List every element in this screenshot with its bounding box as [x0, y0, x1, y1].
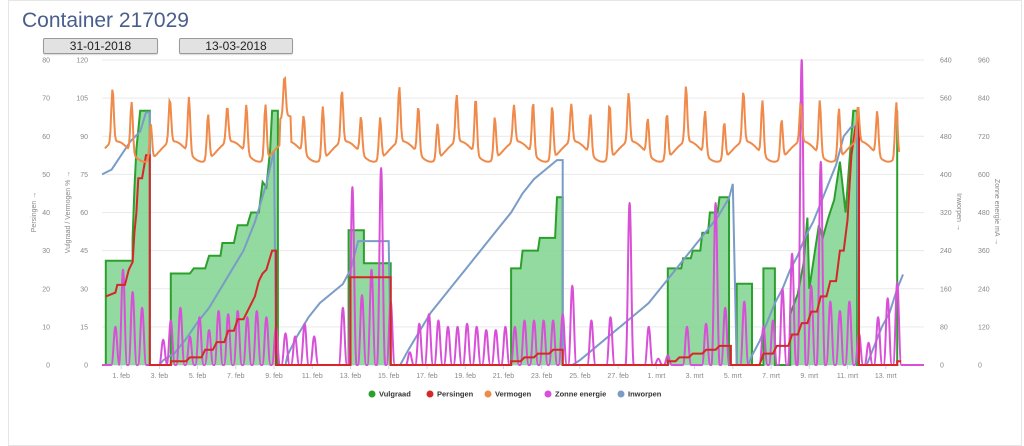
legend-marker — [544, 390, 552, 398]
inworpen-tick-label: 160 — [940, 286, 952, 293]
persingen-axis-title: Persingen → — [31, 192, 38, 232]
vulgraad-tick-label: 30 — [80, 286, 88, 293]
vulgraad-area — [105, 110, 898, 365]
x-tick-label: 11. feb — [302, 373, 323, 380]
zonne-tick-label: 120 — [978, 324, 990, 331]
inworpen-tick-label: 320 — [940, 210, 952, 217]
inworpen-tick-label: 240 — [940, 248, 952, 255]
zonne-tick-label: 600 — [978, 172, 990, 179]
legend-marker — [617, 390, 625, 398]
persingen-tick-label: 50 — [42, 172, 50, 179]
vermogen-line — [104, 76, 901, 163]
legend-label: Vermogen — [495, 390, 532, 399]
x-tick-label: 3. feb — [151, 373, 169, 380]
persingen-tick-label: 80 — [42, 58, 50, 65]
x-tick-label: 23. feb — [531, 373, 553, 380]
x-tick-label: 5. mrt — [724, 373, 742, 380]
x-tick-label: 11. mrt — [837, 373, 858, 380]
vulgraad-line — [104, 109, 899, 366]
vulgraad-axis-title: Vulgraad / Vermogen % → — [65, 171, 72, 254]
vulgraad-tick-label: 120 — [76, 58, 88, 65]
x-tick-label: 19. feb — [454, 373, 476, 380]
x-tick-label: 27. feb — [607, 373, 629, 380]
vulgraad-tick-label: 105 — [76, 96, 88, 103]
persingen-tick-label: 40 — [42, 210, 50, 217]
zonne-tick-label: 0 — [978, 363, 982, 370]
legend-marker — [368, 390, 376, 398]
vulgraad-tick-label: 75 — [80, 172, 88, 179]
zonne-tick-label: 840 — [978, 96, 990, 103]
legend-marker — [426, 390, 434, 398]
persingen-line — [105, 116, 902, 366]
legend-label: Persingen — [437, 390, 474, 399]
zonne-tick-label: 720 — [978, 134, 990, 141]
persingen-tick-label: 30 — [42, 248, 50, 255]
legend-marker — [484, 390, 492, 398]
x-tick-label: 1. mrt — [647, 373, 665, 380]
inworpen-tick-label: 0 — [940, 363, 944, 370]
persingen-tick-label: 60 — [42, 134, 50, 141]
x-tick-label: 9. mrt — [800, 373, 818, 380]
zonne-energie-line — [102, 58, 924, 366]
end-date-button[interactable]: 13-03-2018 — [179, 38, 293, 54]
x-tick-label: 5. feb — [189, 373, 207, 380]
vulgraad-tick-label: 90 — [80, 134, 88, 141]
x-tick-label: 7. mrt — [762, 373, 780, 380]
inworpen-tick-label: 80 — [940, 324, 948, 331]
start-date-button[interactable]: 31-01-2018 — [43, 38, 158, 54]
inworpen-tick-label: 480 — [940, 134, 952, 141]
x-tick-label: 13. feb — [340, 373, 362, 380]
zonne-tick-label: 360 — [978, 248, 990, 255]
persingen-tick-label: 10 — [42, 324, 50, 331]
persingen-tick-label: 20 — [42, 286, 50, 293]
inworpen-tick-label: 560 — [940, 96, 952, 103]
x-tick-label: 13. mrt — [875, 373, 897, 380]
x-tick-label: 1. feb — [112, 373, 130, 380]
x-tick-label: 3. mrt — [686, 373, 704, 380]
inworpen-tick-label: 640 — [940, 58, 952, 65]
x-tick-label: 25. feb — [569, 373, 591, 380]
inworpen-axis-title: Inworpen → — [955, 193, 962, 231]
legend-label: Inworpen — [628, 390, 662, 399]
vulgraad-tick-label: 45 — [80, 248, 88, 255]
x-tick-label: 9. feb — [265, 373, 283, 380]
legend-label: Vulgraad — [379, 390, 411, 399]
persingen-tick-label: 0 — [46, 363, 50, 370]
legend-label: Zonne energie — [555, 390, 606, 399]
x-tick-label: 7. feb — [227, 373, 245, 380]
zonne-tick-label: 480 — [978, 210, 990, 217]
x-tick-label: 15. feb — [378, 373, 400, 380]
vulgraad-tick-label: 0 — [84, 363, 88, 370]
x-tick-label: 21. feb — [493, 373, 515, 380]
zonne-tick-label: 960 — [978, 58, 990, 65]
zonne-axis-title: Zonne energie mA → — [993, 179, 1000, 245]
page-title: Container 217029 — [22, 9, 189, 32]
persingen-tick-label: 70 — [42, 96, 50, 103]
x-tick-label: 17. feb — [416, 373, 438, 380]
zonne-tick-label: 240 — [978, 286, 990, 293]
vulgraad-tick-label: 60 — [80, 210, 88, 217]
vulgraad-tick-label: 15 — [80, 324, 88, 331]
inworpen-tick-label: 400 — [940, 172, 952, 179]
